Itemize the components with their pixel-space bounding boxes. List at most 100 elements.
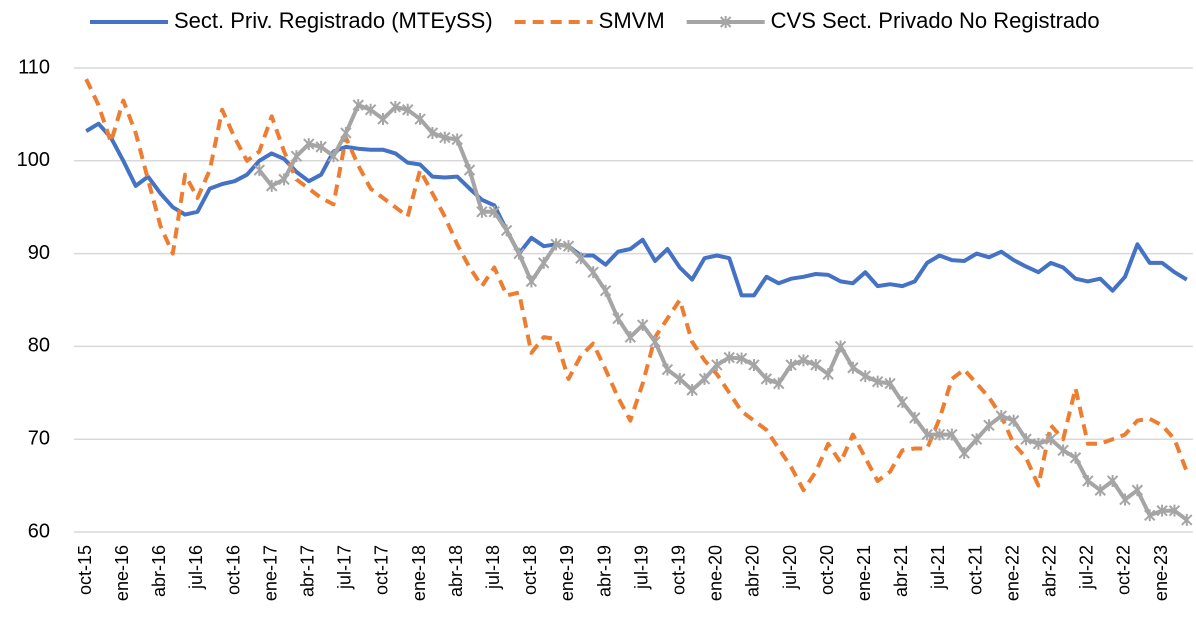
y-tick-label: 90 [28, 242, 50, 264]
x-tick-label: jul-16 [186, 545, 206, 590]
marker [1144, 509, 1156, 522]
marker [773, 377, 785, 390]
marker [661, 363, 674, 376]
x-tick-label: oct-22 [1114, 545, 1134, 595]
marker [921, 428, 933, 441]
x-tick-label: ene-23 [1151, 545, 1171, 601]
marker [958, 447, 970, 460]
x-tick-label: jul-20 [780, 545, 800, 590]
series-line [85, 121, 1188, 298]
marker [970, 433, 983, 446]
marker [575, 252, 587, 265]
marker [599, 284, 612, 297]
x-tick-label: ene-21 [854, 545, 874, 601]
marker [303, 138, 315, 151]
marker [711, 358, 723, 371]
marker [1082, 474, 1094, 487]
marker [1045, 433, 1057, 446]
marker [748, 358, 760, 371]
marker [785, 358, 797, 371]
y-tick-label: 80 [28, 335, 50, 357]
x-tick-label: jul-21 [928, 545, 948, 590]
marker [933, 428, 946, 441]
marker [1032, 437, 1045, 450]
x-tick-label: abr-20 [743, 545, 763, 597]
x-tick-label: ene-22 [1002, 545, 1022, 601]
legend-label: Sect. Priv. Registrado (MTEySS) [174, 8, 493, 33]
marker [624, 331, 637, 344]
x-tick-label: oct-16 [223, 545, 243, 595]
marker [884, 377, 896, 390]
series-line [257, 103, 1188, 522]
marker [698, 372, 711, 385]
marker [636, 319, 649, 332]
marker [859, 370, 871, 383]
marker [1020, 433, 1032, 446]
marker [1094, 484, 1106, 497]
marker [463, 164, 476, 177]
marker [439, 131, 451, 144]
marker [1106, 474, 1119, 487]
x-tick-label: abr-18 [446, 545, 466, 597]
y-tick-label: 100 [17, 149, 50, 171]
marker [995, 410, 1008, 422]
x-tick-label: jul-18 [483, 545, 503, 590]
marker [1168, 504, 1181, 517]
x-tick-label: abr-19 [594, 545, 614, 597]
x-tick-label: oct-21 [965, 545, 985, 595]
marker [649, 335, 661, 348]
marker [550, 238, 562, 251]
marker [1119, 493, 1131, 506]
marker [871, 375, 884, 388]
marker [760, 372, 773, 385]
marker [1131, 484, 1144, 497]
marker [265, 179, 278, 192]
marker [847, 361, 859, 374]
marker [364, 103, 377, 116]
marker [1007, 414, 1020, 427]
x-tick-label: jul-17 [335, 545, 355, 590]
legend-marker [719, 16, 732, 28]
marker [451, 133, 463, 146]
marker [822, 368, 834, 381]
marker [414, 113, 426, 126]
marker [834, 340, 847, 353]
x-tick-label: abr-16 [149, 545, 169, 597]
y-tick-label: 110 [18, 56, 50, 78]
marker [402, 103, 414, 116]
marker [525, 275, 538, 288]
legend-label: CVS Sect. Privado No Registrado [771, 8, 1100, 33]
marker [352, 99, 364, 112]
x-tick-label: abr-21 [891, 545, 911, 597]
series-line [84, 78, 1189, 493]
marker [735, 352, 748, 365]
marker [723, 351, 735, 364]
marker [278, 173, 290, 186]
marker [315, 140, 327, 153]
marker [1181, 513, 1193, 526]
x-tick-label: oct-15 [75, 545, 95, 595]
y-tick-label: 60 [28, 520, 50, 542]
legend-label: SMVM [599, 8, 665, 33]
x-tick-label: abr-22 [1040, 545, 1060, 597]
marker [612, 312, 624, 325]
marker [500, 224, 513, 237]
marker [253, 164, 266, 177]
marker [562, 240, 575, 253]
marker [426, 126, 439, 139]
marker [1156, 504, 1168, 517]
marker [327, 150, 340, 163]
marker [983, 419, 995, 432]
marker [946, 428, 958, 441]
x-tick-label: ene-17 [260, 545, 280, 601]
marker [538, 256, 550, 269]
marker [340, 126, 352, 139]
marker [674, 372, 686, 385]
marker [810, 358, 822, 371]
marker [377, 113, 389, 126]
marker [476, 205, 488, 218]
x-tick-label: oct-18 [520, 545, 540, 595]
x-tick-label: ene-16 [112, 545, 132, 601]
marker [513, 247, 525, 260]
